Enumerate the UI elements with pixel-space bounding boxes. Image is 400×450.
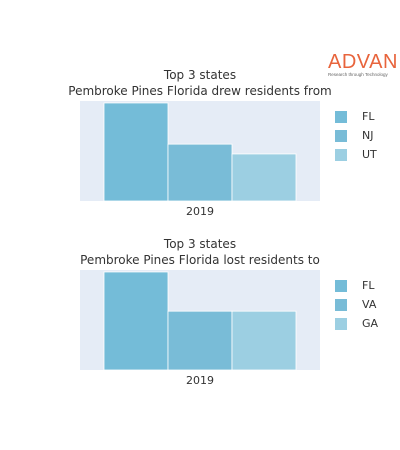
bar-nj [167, 143, 233, 202]
legend-item-va[interactable]: VA [335, 295, 378, 314]
legend-swatch [335, 129, 347, 142]
legend-label: UT [362, 148, 377, 161]
advan-logo: ADVAN Research through Technology [328, 51, 398, 78]
x-tick-label: 2019 [186, 205, 214, 218]
chart-drew-residents-from: Top 3 states Pembroke Pines Florida drew… [0, 64, 400, 234]
bar-ga [231, 310, 297, 371]
legend-label: FL [362, 279, 375, 292]
legend-item-fl[interactable]: FL [335, 107, 377, 126]
legend-label: NJ [362, 129, 374, 142]
bar-chart-svg: 2019 [80, 270, 320, 387]
chart-title: Top 3 states Pembroke Pines Florida drew… [68, 67, 331, 99]
chart-title: Top 3 states Pembroke Pines Florida lost… [80, 236, 320, 268]
chart-subtitle-line: Pembroke Pines Florida drew residents fr… [68, 84, 332, 98]
legend-label: FL [362, 110, 375, 123]
legend-item-ga[interactable]: GA [335, 314, 378, 333]
chart-legend: FL NJ UT [335, 107, 377, 164]
logo-wordmark: ADVAN [328, 51, 398, 73]
bar-fl [103, 102, 169, 202]
legend-item-fl[interactable]: FL [335, 276, 378, 295]
legend-swatch [335, 298, 347, 311]
chart-legend: FL VA GA [335, 276, 378, 333]
chart-title-line: Top 3 states [163, 68, 237, 82]
x-tick-label: 2019 [186, 374, 214, 387]
legend-swatch [335, 148, 347, 161]
legend-label: GA [362, 317, 379, 330]
legend-item-ut[interactable]: UT [335, 145, 377, 164]
chart-title-line: Top 3 states [163, 237, 237, 251]
bar-ut [231, 153, 297, 202]
bar-va [167, 310, 233, 371]
bar-fl [103, 271, 169, 371]
chart-subtitle-line: Pembroke Pines Florida lost residents to [80, 253, 320, 267]
chart-lost-residents-to: Top 3 states Pembroke Pines Florida lost… [0, 233, 400, 403]
bar-chart-svg: 2019 [80, 101, 320, 218]
legend-swatch [335, 317, 347, 330]
legend-swatch [335, 110, 347, 123]
legend-swatch [335, 279, 347, 292]
legend-label: VA [362, 298, 377, 311]
logo-tagline: Research through Technology [328, 72, 388, 77]
legend-item-nj[interactable]: NJ [335, 126, 377, 145]
